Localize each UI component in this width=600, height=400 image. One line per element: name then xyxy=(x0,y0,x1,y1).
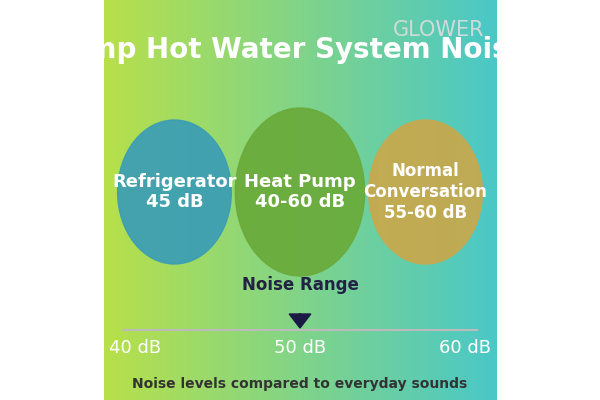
Text: 50 dB: 50 dB xyxy=(274,339,326,357)
Text: Normal
Conversation
55-60 dB: Normal Conversation 55-60 dB xyxy=(364,162,487,222)
Text: GLOWER: GLOWER xyxy=(393,20,484,40)
Text: Refrigerator
45 dB: Refrigerator 45 dB xyxy=(112,173,237,211)
Ellipse shape xyxy=(368,120,482,264)
Ellipse shape xyxy=(118,120,232,264)
Ellipse shape xyxy=(235,108,365,276)
FancyArrow shape xyxy=(289,314,311,328)
Text: 60 dB: 60 dB xyxy=(439,339,491,357)
Text: Heat Pump
40-60 dB: Heat Pump 40-60 dB xyxy=(244,173,356,211)
Text: 40 dB: 40 dB xyxy=(109,339,161,357)
Text: Noise levels compared to everyday sounds: Noise levels compared to everyday sounds xyxy=(133,377,467,391)
Text: Heat Pump Hot Water System Noise Levels: Heat Pump Hot Water System Noise Levels xyxy=(0,36,600,64)
Text: Noise Range: Noise Range xyxy=(242,276,358,294)
